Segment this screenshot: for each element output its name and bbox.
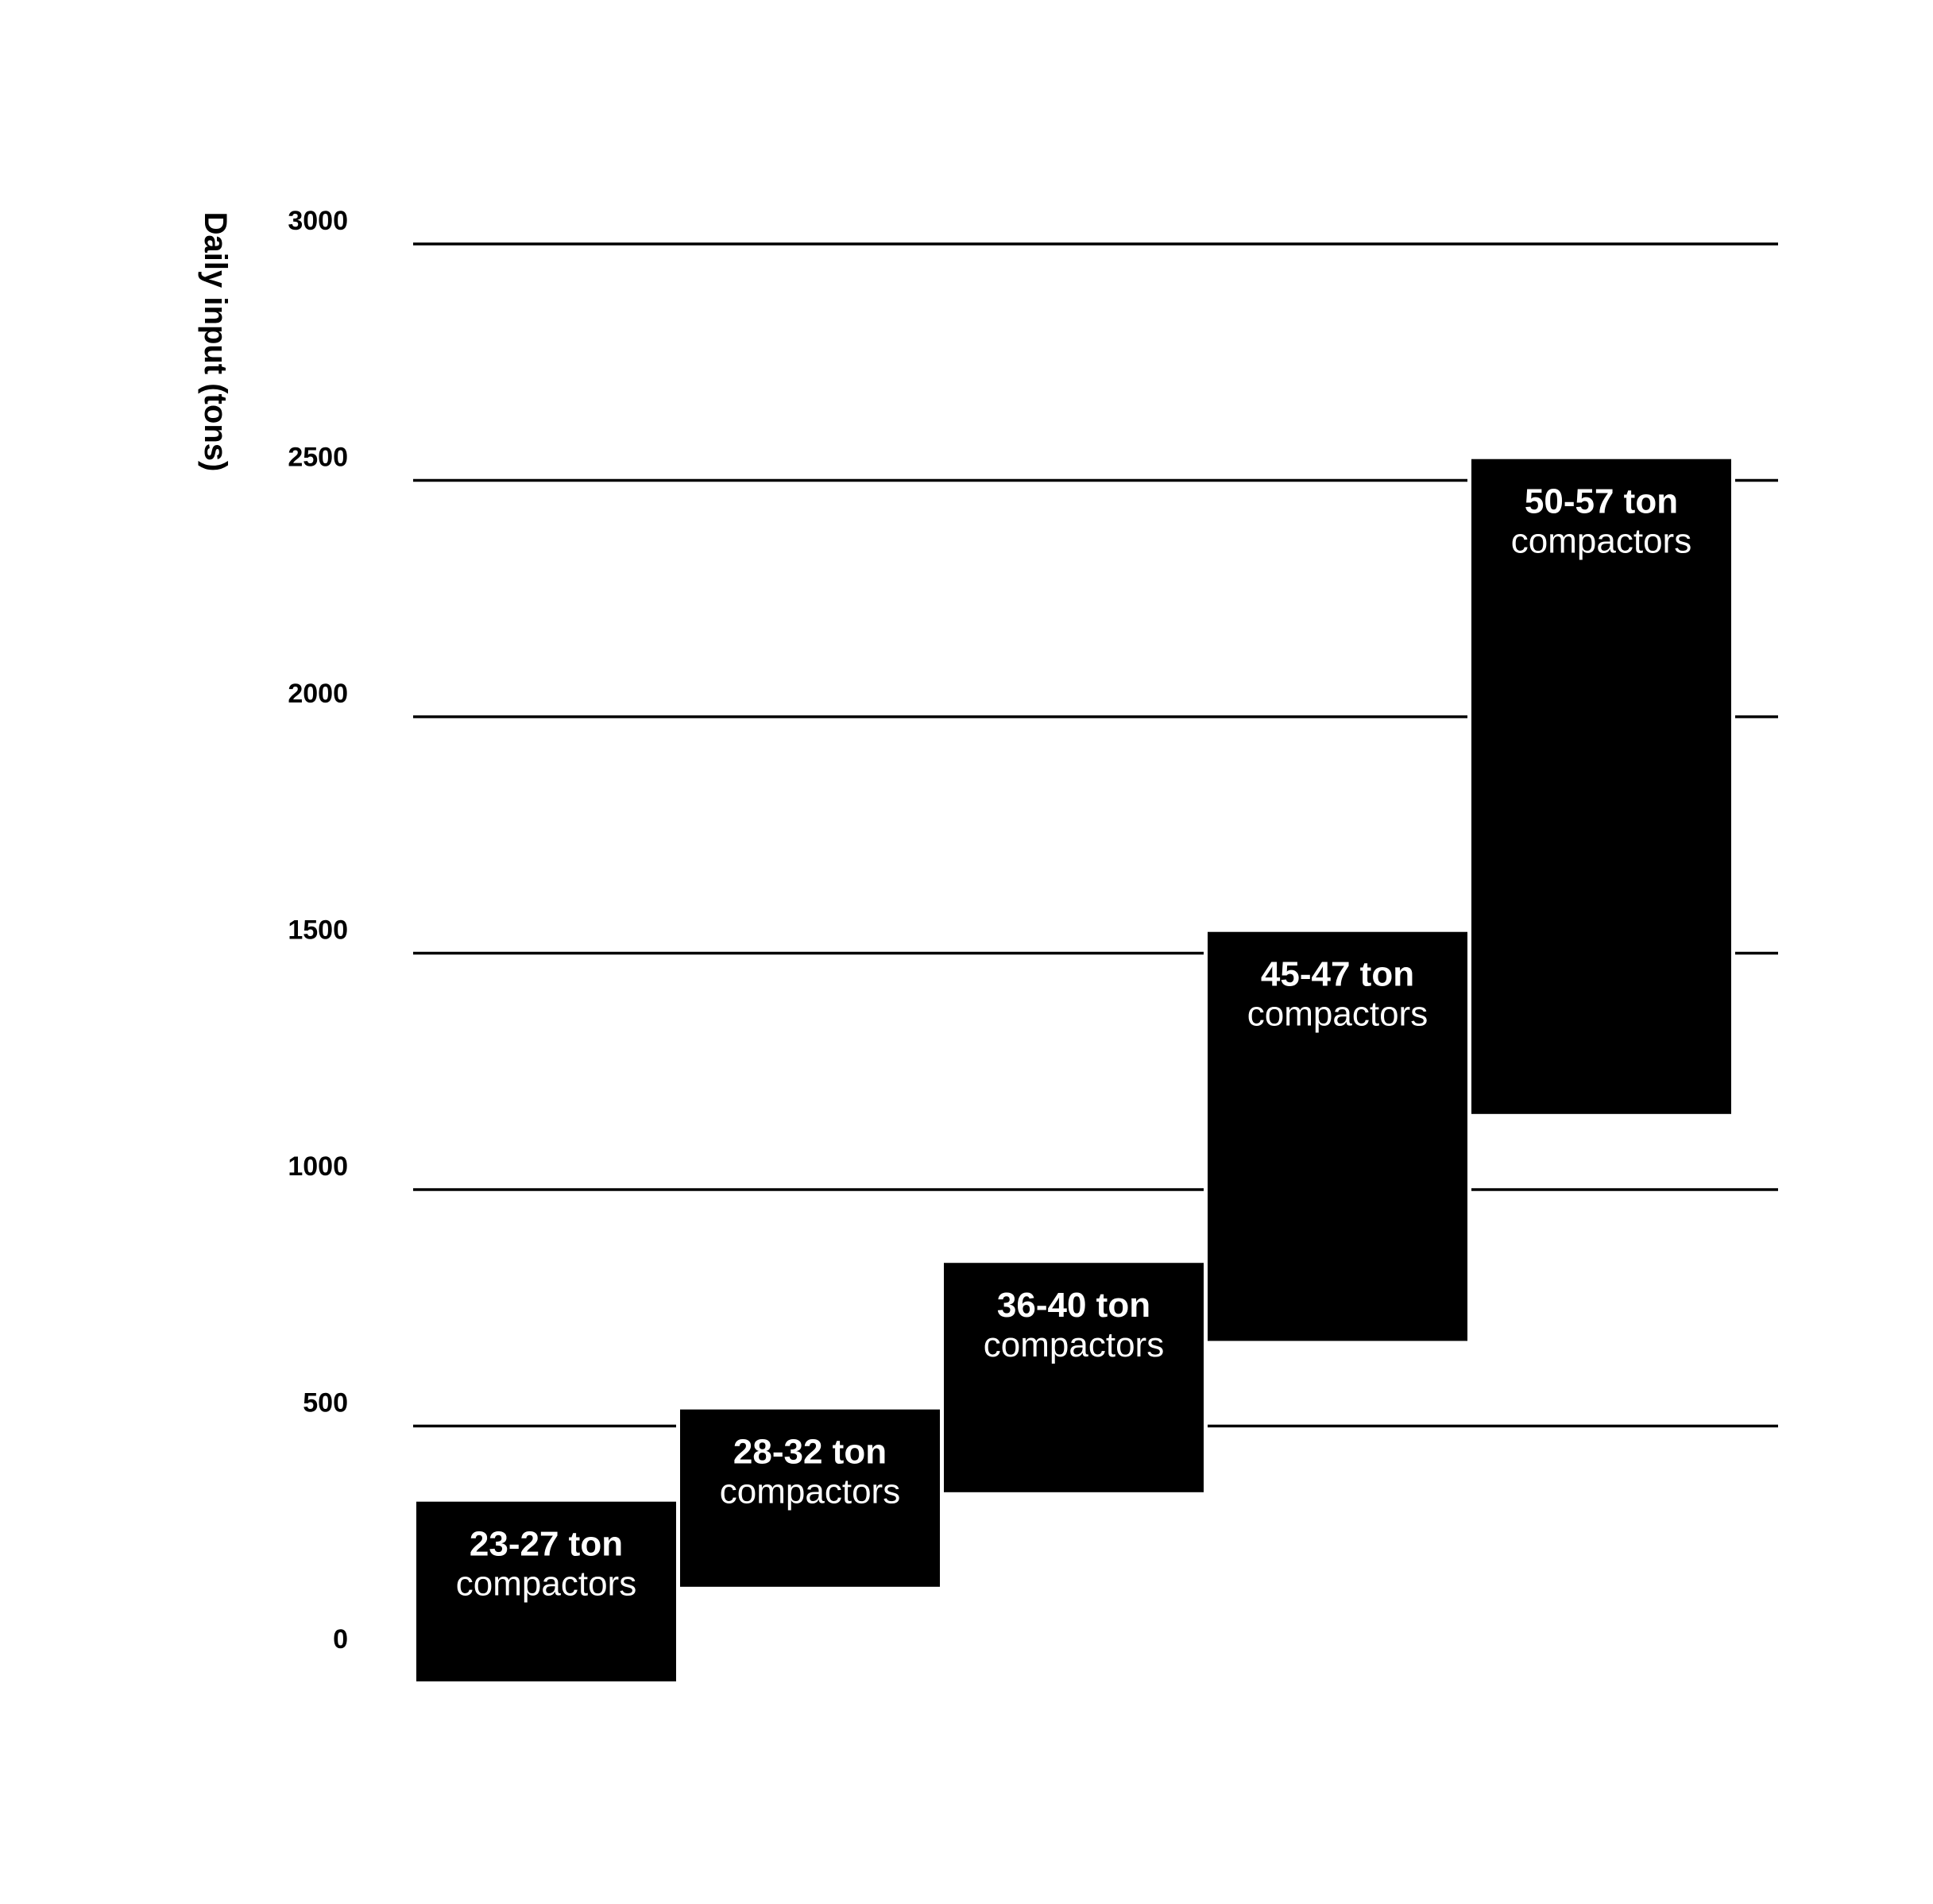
y-tick-label: 2500 bbox=[288, 443, 348, 473]
bar-label-type: compactors bbox=[984, 1325, 1164, 1364]
y-tick-label: 3000 bbox=[288, 206, 348, 236]
bar-label-size: 28-32 ton bbox=[733, 1433, 887, 1472]
bar bbox=[944, 1263, 1204, 1492]
bar-label-type: compactors bbox=[720, 1473, 900, 1511]
bar-label-type: compactors bbox=[1247, 995, 1428, 1034]
y-axis-ticks: 0 500 1000 1500 2000 2500 3000 bbox=[288, 206, 348, 1654]
bar bbox=[680, 1409, 940, 1587]
bar-label-size: 50-57 ton bbox=[1525, 482, 1678, 521]
bar bbox=[1471, 459, 1731, 1114]
bar bbox=[416, 1501, 676, 1681]
y-tick-label: 0 bbox=[333, 1624, 348, 1654]
bar-label-size: 36-40 ton bbox=[997, 1286, 1150, 1325]
bar bbox=[1208, 931, 1467, 1341]
gridlines bbox=[413, 242, 1778, 1428]
bar-label-type: compactors bbox=[1511, 522, 1691, 561]
bar-label-size: 45-47 ton bbox=[1261, 955, 1414, 994]
y-tick-label: 1000 bbox=[288, 1151, 348, 1182]
bar-label-size: 23-27 ton bbox=[470, 1525, 623, 1564]
y-tick-label: 500 bbox=[303, 1388, 348, 1418]
y-tick-label: 2000 bbox=[288, 679, 348, 709]
y-axis-label: Daily input (tons) bbox=[198, 212, 233, 472]
y-tick-label: 1500 bbox=[288, 915, 348, 946]
bar-label-type: compactors bbox=[456, 1565, 636, 1604]
